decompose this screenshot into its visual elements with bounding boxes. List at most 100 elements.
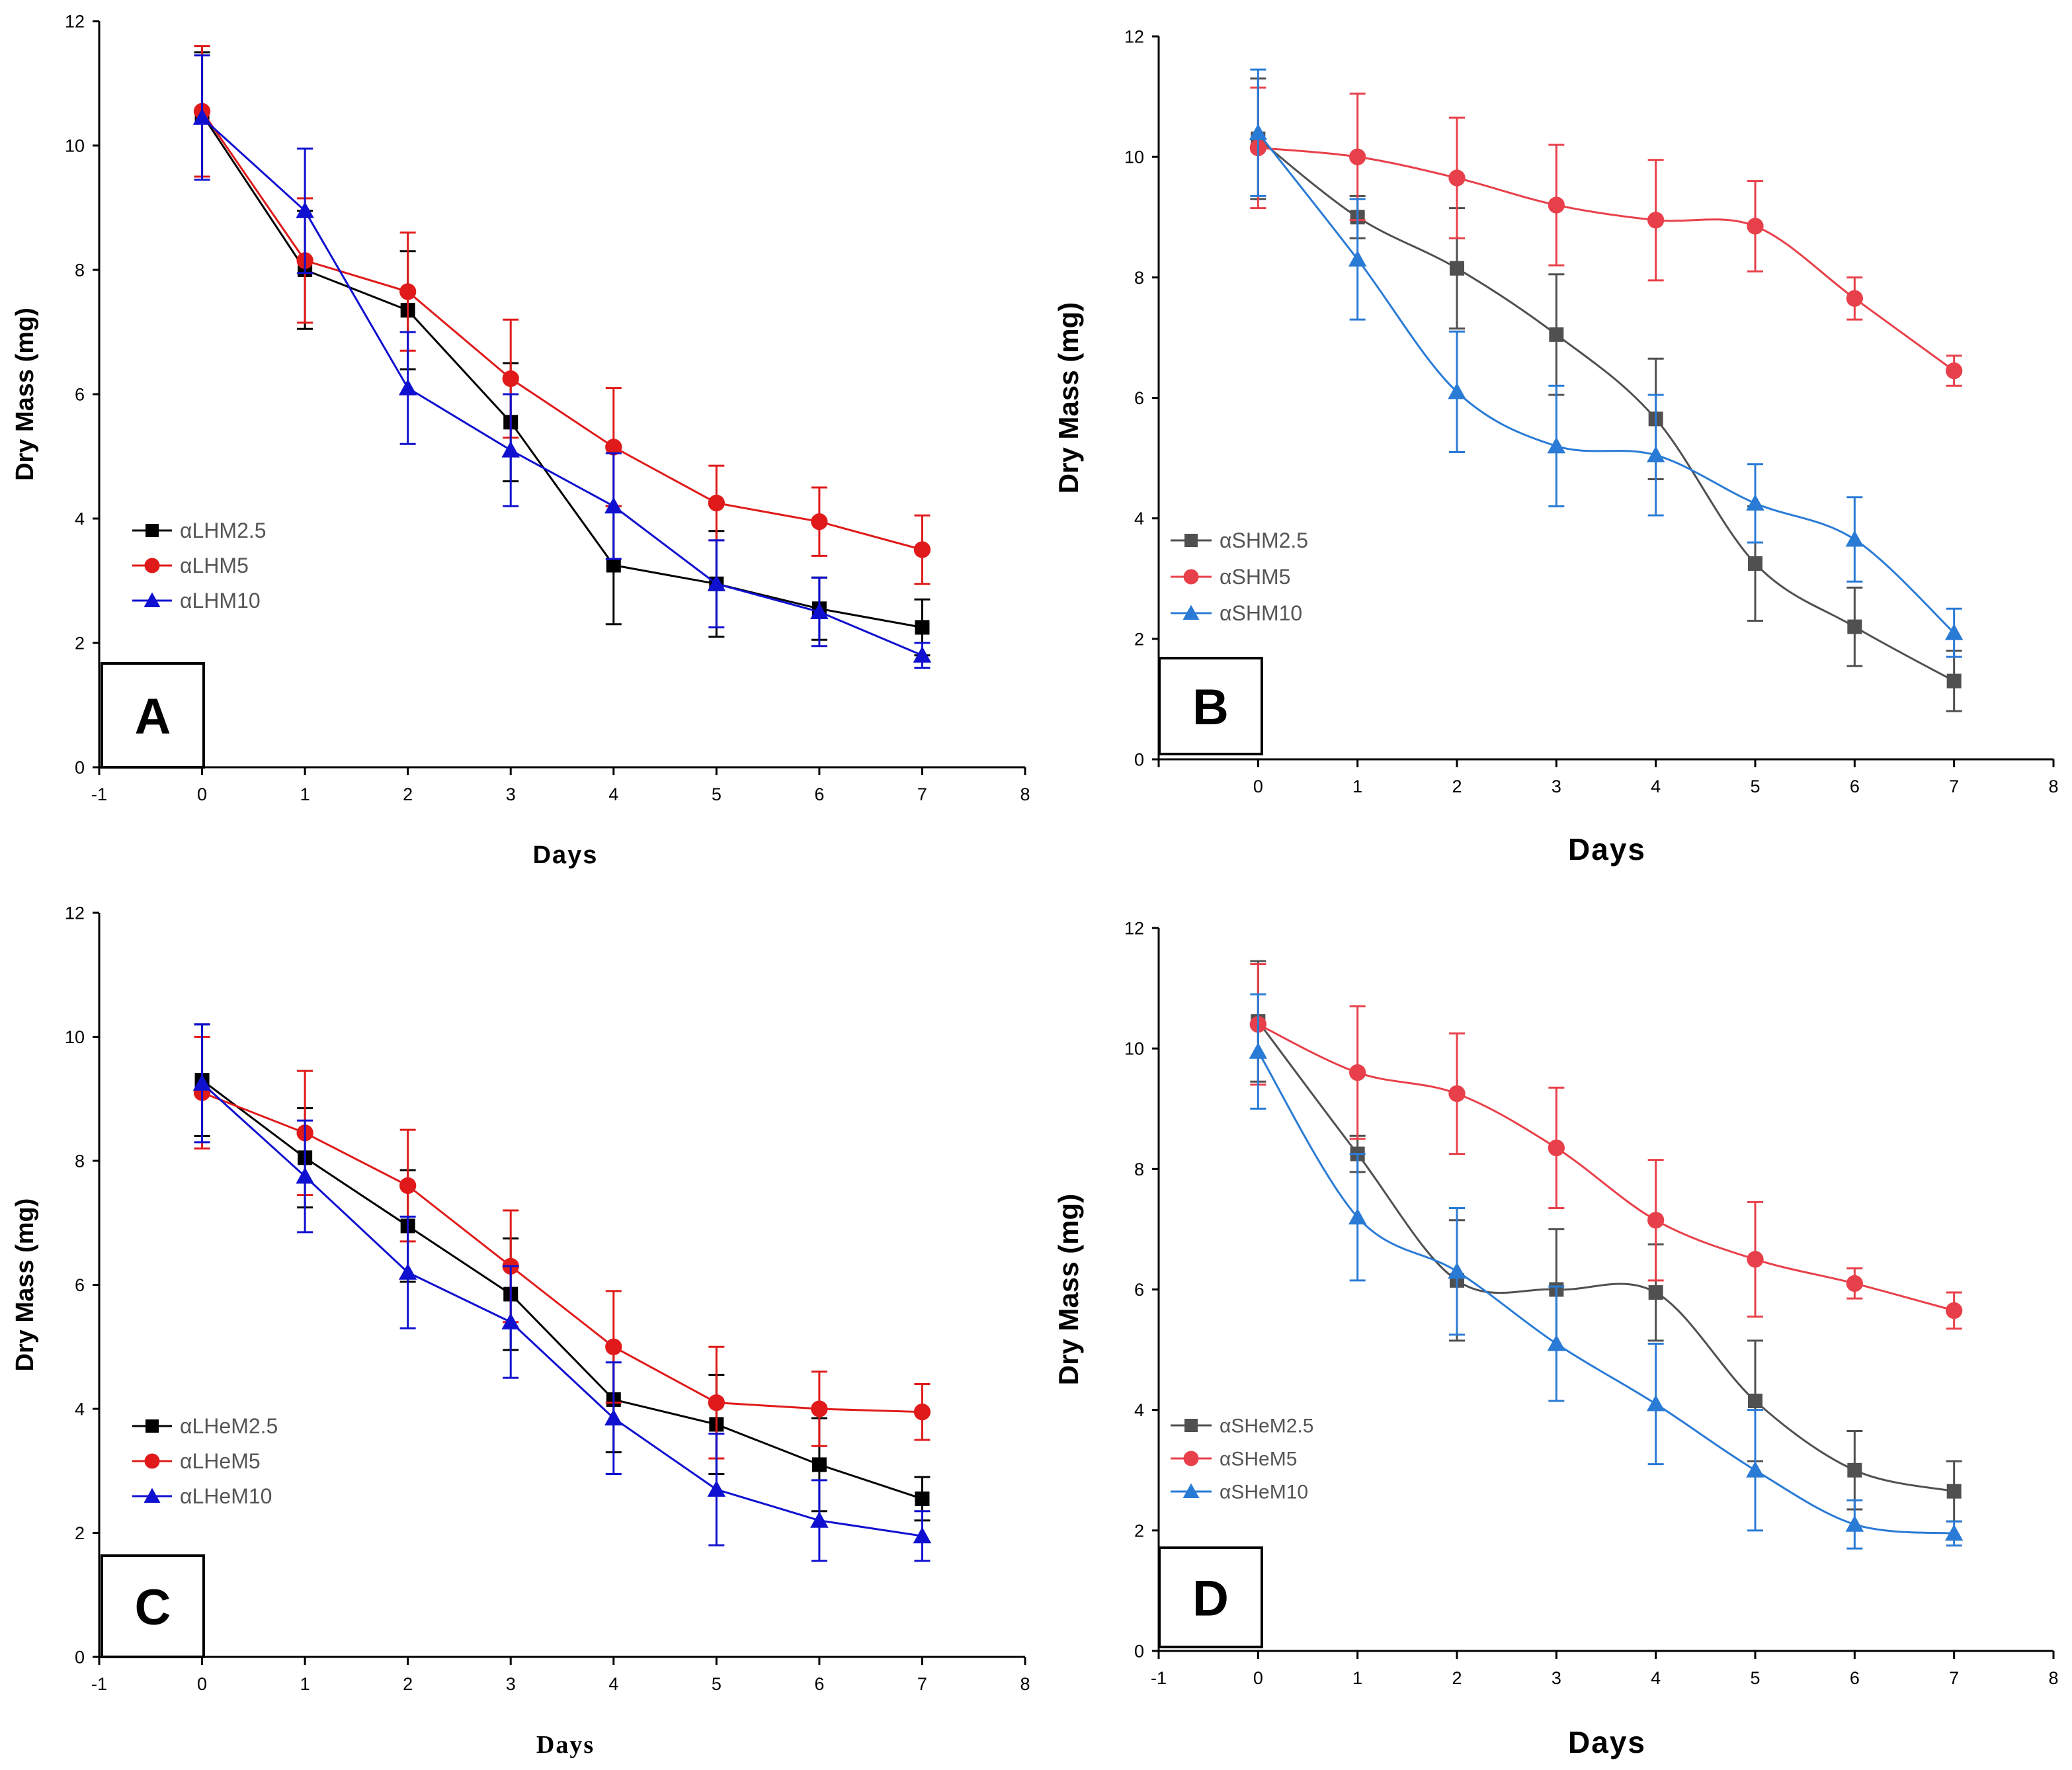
series-line <box>201 116 923 657</box>
x-tick-label: 6 <box>814 784 824 804</box>
legend-entry: αLHeM10 <box>132 1484 272 1508</box>
x-tick-label: 0 <box>1253 777 1263 796</box>
data-point <box>915 620 930 635</box>
y-tick-label: 4 <box>1134 1400 1144 1420</box>
data-point <box>1748 556 1762 571</box>
x-tick-label: 8 <box>1020 784 1030 804</box>
x-tick-label: 3 <box>506 784 516 804</box>
data-point <box>913 541 931 558</box>
x-tick-label: 5 <box>1750 1668 1760 1688</box>
x-tick-label: 7 <box>917 784 927 804</box>
data-point <box>502 370 519 388</box>
legend-entry: αLHeM5 <box>132 1449 261 1473</box>
series-αLHeM5 <box>193 1036 931 1460</box>
data-point <box>1348 250 1367 267</box>
x-tick-label: 1 <box>1352 777 1362 796</box>
data-point <box>1448 169 1466 187</box>
legend-marker <box>144 1453 160 1469</box>
series-line <box>201 1082 923 1537</box>
data-point <box>192 108 212 125</box>
data-point <box>605 1338 622 1355</box>
data-point <box>1746 1461 1764 1478</box>
legend-marker <box>1184 1419 1198 1432</box>
legend-label: αLHeM5 <box>180 1449 261 1473</box>
x-tick-label: 4 <box>1651 1668 1661 1688</box>
x-tick-label: 8 <box>2048 777 2058 796</box>
data-point <box>1249 123 1268 140</box>
data-point <box>1748 1394 1762 1409</box>
y-axis-label: Dry Mass (mg) <box>11 308 39 481</box>
x-tick-label: 7 <box>917 1674 927 1694</box>
y-tick-label: 2 <box>1134 1521 1144 1540</box>
legend-marker <box>145 524 159 537</box>
x-tick-label: 2 <box>1452 777 1462 796</box>
data-point <box>1648 1285 1663 1300</box>
x-tick-label: -1 <box>91 1674 107 1694</box>
data-point <box>192 1074 212 1091</box>
data-point <box>1845 1515 1864 1532</box>
legend-marker <box>144 1488 161 1503</box>
data-point <box>1845 530 1864 547</box>
panel-label-box <box>1158 657 1263 755</box>
data-point <box>1847 1462 1862 1478</box>
x-tick-label: 8 <box>1020 1674 1030 1694</box>
y-tick-label: 4 <box>75 509 85 528</box>
legend-label: αSHM10 <box>1220 601 1302 625</box>
legend-marker <box>145 1419 159 1433</box>
x-axis-label: Days <box>1568 832 1646 866</box>
legend-label: αSHeM2.5 <box>1220 1415 1313 1437</box>
x-tick-label: 0 <box>197 1674 207 1694</box>
x-tick-label: 5 <box>712 1674 722 1694</box>
data-point <box>1647 1212 1665 1229</box>
data-point <box>606 558 621 573</box>
data-point <box>811 1457 827 1472</box>
data-point <box>1946 362 1963 380</box>
y-tick-label: 10 <box>1124 148 1144 167</box>
data-point <box>296 1167 314 1184</box>
y-tick-label: 0 <box>75 757 85 777</box>
data-point <box>1847 619 1862 634</box>
data-point <box>1448 1262 1466 1279</box>
legend-label: αSHeM5 <box>1220 1449 1297 1470</box>
legend-entry: αSHM10 <box>1171 601 1302 625</box>
y-tick-label: 6 <box>1134 1280 1144 1300</box>
y-tick-label: 2 <box>1134 629 1144 649</box>
legend-marker <box>1184 534 1198 547</box>
y-tick-label: 6 <box>1134 388 1144 408</box>
y-tick-label: 6 <box>75 384 85 404</box>
data-point <box>913 1527 932 1544</box>
legend-marker <box>144 558 160 573</box>
x-tick-label: 1 <box>300 1674 310 1694</box>
x-tick-label: 1 <box>300 784 310 804</box>
data-point <box>1548 1139 1565 1157</box>
x-tick-label: 5 <box>1750 777 1760 796</box>
data-point <box>811 1400 828 1417</box>
x-tick-label: 1 <box>1352 1668 1362 1688</box>
series-line <box>1257 1023 1955 1312</box>
series-αLHeM10 <box>192 1023 932 1562</box>
legend-entry: αSHM2.5 <box>1171 528 1308 552</box>
x-tick-label: 4 <box>608 1674 618 1694</box>
legend-marker <box>1182 1483 1200 1498</box>
panel-label: C <box>135 1580 171 1636</box>
series-αSHM10 <box>1249 68 1964 658</box>
data-point <box>1846 290 1863 307</box>
y-tick-label: 12 <box>1124 26 1144 46</box>
panel-label: A <box>135 689 171 745</box>
series-line <box>1257 138 1955 682</box>
legend-label: αLHM10 <box>180 589 261 612</box>
y-tick-label: 8 <box>75 1151 85 1171</box>
x-tick-label: 5 <box>712 784 722 804</box>
x-tick-label: 6 <box>1850 777 1860 796</box>
data-point <box>810 603 829 619</box>
data-point <box>398 378 417 396</box>
legend-label: αSHM5 <box>1220 565 1290 589</box>
data-point <box>1944 1524 1964 1541</box>
y-tick-label: 8 <box>75 260 85 280</box>
legend-entry: αSHM5 <box>1171 565 1290 589</box>
series-line <box>201 110 923 551</box>
